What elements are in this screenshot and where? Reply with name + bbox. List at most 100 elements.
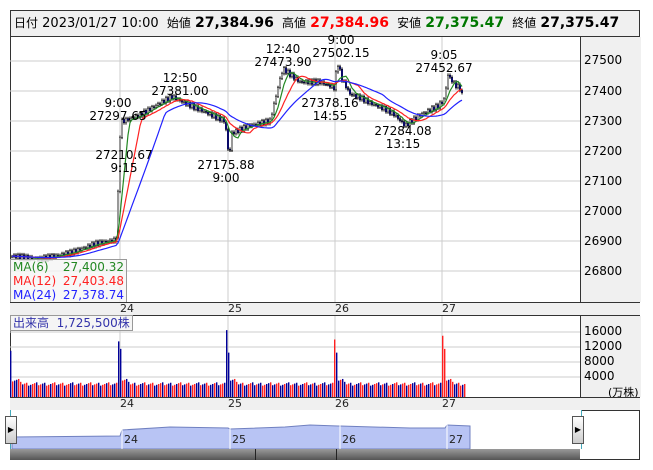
price-tick: 27400 <box>584 84 623 98</box>
candle-body <box>335 71 338 90</box>
volume-bar <box>218 385 220 397</box>
candle-body <box>325 84 328 86</box>
candle-body <box>291 73 294 77</box>
date-label: 24 <box>120 302 134 315</box>
volume-bar <box>120 348 122 397</box>
volume-bar <box>238 384 240 397</box>
volume-bar <box>278 382 280 397</box>
volume-bar <box>206 382 208 397</box>
open-label: 始値 <box>166 16 191 30</box>
candle-body <box>96 241 99 246</box>
volume-chart[interactable] <box>10 316 580 397</box>
volume-tick: 12000 <box>584 339 623 353</box>
volume-bar <box>112 384 114 397</box>
navigator-date-label: 27 <box>449 433 463 446</box>
volume-bar <box>180 382 182 397</box>
volume-bar <box>60 383 62 397</box>
navigator-overview[interactable]: 24 25 26 27 <box>10 410 580 450</box>
volume-date-axis: 24 25 26 27 <box>10 397 640 411</box>
volume-bar <box>116 382 118 397</box>
ma6-line <box>11 71 463 260</box>
volume-bar <box>142 383 144 397</box>
candle-body <box>226 129 229 150</box>
price-chart[interactable] <box>10 37 580 302</box>
volume-bar <box>350 382 352 397</box>
candle-body <box>206 111 209 115</box>
candle-body <box>94 241 97 247</box>
volume-bar <box>66 384 68 397</box>
ohlc-header: 日付 2023/01/27 10:00 始値 27,384.96 高値 27,3… <box>10 10 640 37</box>
volume-bar <box>226 330 228 397</box>
volume-bar <box>16 379 18 397</box>
annotation: 27378.16 14:55 <box>301 96 359 123</box>
candle-body <box>228 148 231 151</box>
volume-tick: 4000 <box>584 369 615 383</box>
volume-bar <box>152 382 154 397</box>
volume-bar <box>182 385 184 397</box>
volume-bar <box>166 384 168 397</box>
candle-body <box>160 100 163 105</box>
volume-bar <box>458 382 460 397</box>
volume-bar <box>26 382 28 397</box>
volume-bar <box>440 382 442 397</box>
volume-bar <box>320 383 322 397</box>
candle-body <box>208 112 211 115</box>
scroll-right-button[interactable]: ▶ <box>572 416 584 444</box>
volume-bar <box>434 385 436 397</box>
volume-bar <box>312 383 314 397</box>
volume-bar <box>436 384 438 397</box>
volume-bar <box>186 383 188 397</box>
volume-bar <box>280 385 282 397</box>
candle-body <box>303 81 306 84</box>
volume-bar <box>410 383 412 397</box>
volume-bar <box>438 383 440 397</box>
candle-body <box>277 87 280 97</box>
volume-bar <box>164 385 166 397</box>
volume-bar <box>348 383 350 397</box>
candle-body <box>130 117 133 119</box>
volume-bar <box>240 383 242 397</box>
candle-body <box>230 131 233 151</box>
ma-legend: MA(6) 27,400.32 MA(12) 27,403.48 MA(24) 27,… <box>10 259 127 303</box>
candle-body <box>275 96 278 104</box>
candle-body <box>234 129 237 134</box>
volume-bar <box>346 384 348 397</box>
volume-bar <box>298 385 300 397</box>
close-label: 終値 <box>512 16 537 30</box>
candle-body <box>327 84 330 86</box>
volume-bar <box>82 385 84 397</box>
volume-bar <box>252 382 254 397</box>
volume-bar <box>124 379 126 397</box>
candle-body <box>445 87 448 100</box>
candle-body <box>299 81 302 83</box>
candle-body <box>447 75 450 89</box>
volume-bar <box>196 383 198 397</box>
volume-bar <box>460 385 462 397</box>
candle-body <box>156 103 159 106</box>
volume-bar <box>76 384 78 397</box>
volume-bar <box>102 384 104 397</box>
volume-bar <box>302 383 304 397</box>
volume-bar <box>24 383 26 397</box>
volume-bar <box>126 378 128 397</box>
candle-body <box>204 111 207 113</box>
candle-body <box>124 118 127 124</box>
candle-body <box>154 105 157 108</box>
volume-bar <box>354 384 356 397</box>
volume-bar <box>68 383 70 397</box>
scroll-left-button[interactable]: ▶ <box>5 416 17 444</box>
scrollbar[interactable] <box>10 449 580 460</box>
navigator-date-label: 24 <box>124 433 138 446</box>
candle-body <box>449 75 452 78</box>
volume-bar <box>220 384 222 397</box>
volume-bar <box>200 385 202 397</box>
candle-body <box>214 113 217 120</box>
volume-bar <box>184 384 186 397</box>
candle-body <box>142 110 145 117</box>
volume-bar <box>338 380 340 397</box>
volume-bar <box>190 385 192 397</box>
volume-bar <box>32 383 34 397</box>
volume-bar <box>264 384 266 397</box>
volume-bar <box>342 378 344 397</box>
